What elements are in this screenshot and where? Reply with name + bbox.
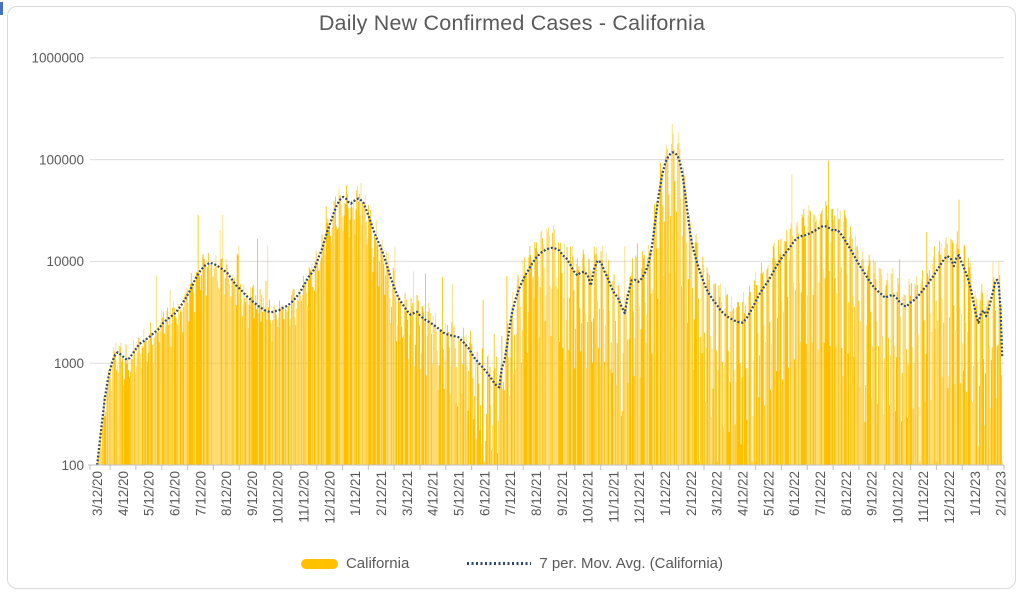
- legend-line-swatch: [467, 562, 532, 565]
- x-axis-label: 9/12/21: [555, 471, 570, 516]
- x-axis-label: 12/12/22: [942, 471, 957, 524]
- x-axis-label: 2/12/21: [374, 471, 389, 516]
- x-axis-label: 5/12/20: [142, 471, 157, 516]
- x-axis-label: 9/12/20: [245, 471, 260, 516]
- x-axis-label: 1/12/21: [348, 471, 363, 516]
- x-axis-label: 6/12/22: [787, 471, 802, 516]
- chart-border: [7, 6, 1016, 589]
- legend-item-moving-average[interactable]: 7 per. Mov. Avg. (California): [467, 555, 723, 572]
- x-axis-label: 12/12/20: [322, 471, 337, 524]
- x-axis-label: 3/12/20: [90, 471, 105, 516]
- x-axis-label: 4/12/20: [116, 471, 131, 516]
- legend-label: California: [345, 555, 410, 572]
- x-axis: [88, 464, 1005, 470]
- x-axis-label: 9/12/22: [865, 471, 880, 516]
- x-axis-label: 6/12/20: [168, 471, 183, 516]
- x-axis-label: 7/12/20: [193, 471, 208, 516]
- x-axis-label: 2/12/22: [684, 471, 699, 516]
- x-axis-label: 11/12/22: [916, 471, 931, 523]
- x-axis-label: 4/12/22: [736, 471, 751, 516]
- y-axis-label: 100: [61, 458, 84, 473]
- x-axis-label: 8/12/20: [219, 471, 234, 516]
- x-axis-label: 3/12/21: [400, 471, 415, 516]
- x-axis-label: 5/12/22: [761, 471, 776, 516]
- y-axis-label: 100000: [39, 152, 84, 167]
- x-axis-label: 2/12/23: [994, 471, 1009, 516]
- x-axis-label: 10/12/20: [271, 471, 286, 524]
- bars-california-light: [96, 124, 1003, 465]
- moving-average-line: [96, 151, 1004, 466]
- x-axis-label: 1/12/22: [658, 471, 673, 516]
- x-axis-label: 4/12/21: [426, 471, 441, 516]
- x-axis-label: 11/12/21: [606, 471, 621, 523]
- x-axis-label: 3/12/22: [710, 471, 725, 516]
- y-axis-label: 1000: [54, 356, 84, 371]
- legend-bar-swatch: [300, 558, 338, 569]
- legend-item-california[interactable]: California: [300, 555, 410, 572]
- x-axis-label: 10/12/22: [890, 471, 905, 524]
- x-axis-label: 11/12/20: [297, 471, 312, 523]
- x-axis-label: 10/12/21: [581, 471, 596, 524]
- legend: California 7 per. Mov. Avg. (California): [0, 555, 1024, 572]
- x-axis-label: 5/12/21: [452, 471, 467, 516]
- y-axis-label: 1000000: [31, 51, 84, 66]
- selection-artifact: [0, 2, 3, 15]
- chart-title: Daily New Confirmed Cases - California: [318, 11, 706, 35]
- x-axis-label: 7/12/22: [813, 471, 828, 516]
- x-axis-label: 7/12/21: [503, 471, 518, 516]
- x-axis-label: 6/12/21: [477, 471, 492, 516]
- x-axis-label: 8/12/21: [529, 471, 544, 516]
- x-axis-label: 8/12/22: [839, 471, 854, 516]
- x-axis-label: 12/12/21: [632, 471, 647, 524]
- legend-label: 7 per. Mov. Avg. (California): [539, 555, 724, 572]
- x-axis-label: 1/12/23: [968, 471, 983, 516]
- y-axis-label: 10000: [46, 254, 84, 269]
